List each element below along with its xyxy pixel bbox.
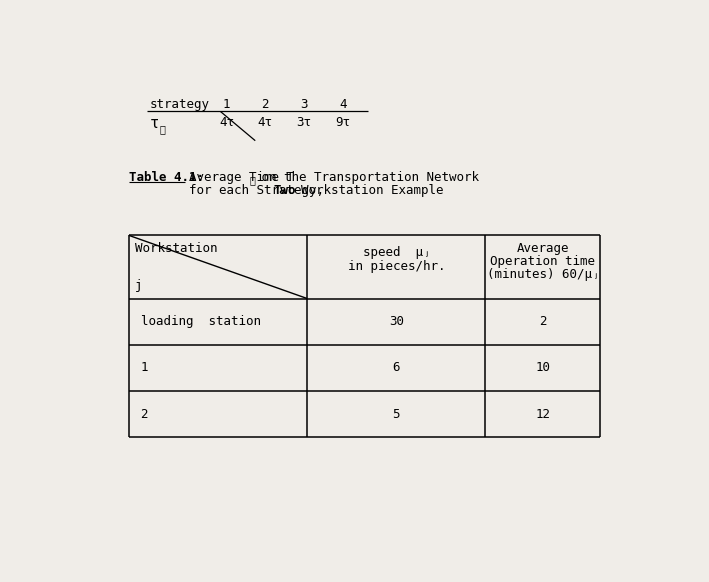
Text: 9τ: 9τ — [335, 116, 350, 129]
Text: 1: 1 — [140, 361, 148, 374]
Text: 1: 1 — [223, 98, 230, 111]
Text: 2: 2 — [262, 98, 269, 111]
Text: 4τ: 4τ — [219, 116, 234, 129]
Text: Workstation: Workstation — [135, 242, 218, 254]
Text: Average: Average — [517, 242, 569, 254]
Text: speed  μⱼ: speed μⱼ — [362, 246, 430, 259]
Text: j: j — [135, 279, 143, 292]
Text: Two: Two — [274, 184, 296, 197]
Text: -Workstation Example: -Workstation Example — [286, 184, 444, 197]
Text: 2: 2 — [539, 315, 547, 328]
Text: ℓ: ℓ — [250, 175, 255, 185]
Text: on the Transportation Network: on the Transportation Network — [255, 172, 479, 184]
Text: 3τ: 3τ — [296, 116, 311, 129]
Text: 3: 3 — [301, 98, 308, 111]
Text: 2: 2 — [140, 407, 148, 421]
Text: ℓ: ℓ — [159, 124, 165, 134]
Text: (minutes) 60/μⱼ: (minutes) 60/μⱼ — [486, 268, 599, 281]
Text: in pieces/hr.: in pieces/hr. — [347, 260, 445, 273]
Text: τ: τ — [150, 116, 159, 131]
Text: for each Strategy,: for each Strategy, — [189, 184, 340, 197]
Text: Average Time T: Average Time T — [189, 172, 294, 184]
Text: strategy: strategy — [150, 98, 210, 111]
Text: 6: 6 — [393, 361, 400, 374]
Text: 5: 5 — [393, 407, 400, 421]
Text: 10: 10 — [535, 361, 550, 374]
Text: Operation time: Operation time — [491, 255, 596, 268]
Text: 12: 12 — [535, 407, 550, 421]
Text: 4: 4 — [339, 98, 347, 111]
Text: loading  station: loading station — [140, 315, 260, 328]
Text: 4τ: 4τ — [258, 116, 273, 129]
Text: Table 4.1:: Table 4.1: — [129, 172, 204, 184]
Text: 30: 30 — [389, 315, 404, 328]
